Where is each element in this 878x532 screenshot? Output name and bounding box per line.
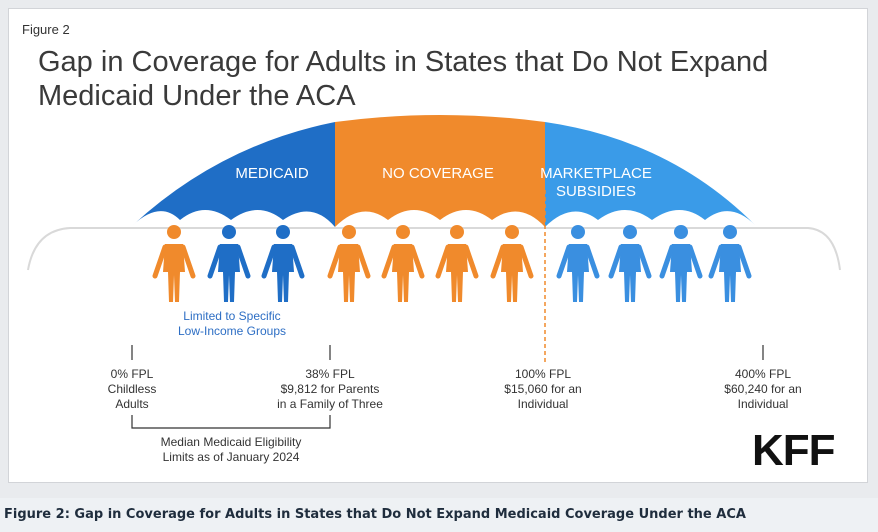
person-icon (608, 225, 652, 302)
medicaid-segment (133, 122, 335, 227)
person-icon (708, 225, 752, 302)
person-icon (435, 225, 479, 302)
no-coverage-segment (335, 115, 545, 227)
figure-title: Gap in Coverage for Adults in States tha… (38, 45, 838, 113)
median-eligibility-bracket (131, 415, 331, 429)
people-row (152, 225, 752, 302)
person-icon (659, 225, 703, 302)
person-icon (207, 225, 251, 302)
tick-38-line-2: $9,812 for Parents (281, 382, 380, 396)
tick-100-line-2: $15,060 for an (504, 382, 581, 396)
tick-400-line-3: Individual (738, 397, 789, 411)
person-icon (490, 225, 534, 302)
no-coverage-label: NO COVERAGE (382, 165, 494, 182)
marketplace-segment (545, 122, 755, 227)
bracket-label-line-2: Limits as of January 2024 (163, 450, 300, 464)
person-icon (327, 225, 371, 302)
tick-100-line-1: 100% FPL (515, 367, 571, 381)
title-line-2: Medicaid Under the ACA (38, 80, 356, 112)
title-line-1: Gap in Coverage for Adults in States tha… (38, 46, 769, 78)
medicaid-label: MEDICAID (235, 165, 309, 182)
tick-0-line-1: 0% FPL (111, 367, 154, 381)
marketplace-label-line-2: SUBSIDIES (556, 183, 636, 200)
figure-caption: Figure 2: Gap in Coverage for Adults in … (4, 507, 746, 522)
limited-note-line-2: Low-Income Groups (178, 324, 286, 338)
tick-38-line-1: 38% FPL (305, 367, 355, 381)
bracket-label-line-1: Median Medicaid Eligibility (161, 435, 302, 449)
kff-logo: KFF (752, 426, 835, 475)
tick-0-line-3: Adults (115, 397, 148, 411)
tick-0-line-2: Childless (108, 382, 157, 396)
tick-400-line-2: $60,240 for an (724, 382, 801, 396)
tick-400-line-1: 400% FPL (735, 367, 791, 381)
person-icon (381, 225, 425, 302)
fpl-ticks (131, 345, 764, 360)
ground-arc (27, 227, 841, 271)
coverage-gap-diagram: MEDICAID NO COVERAGE MARKETPLACE SUBSIDI… (27, 115, 841, 475)
figure-label: Figure 2 (22, 22, 70, 37)
limited-note-line-1: Limited to Specific (183, 309, 280, 323)
person-icon (261, 225, 305, 302)
person-icon (152, 225, 196, 302)
person-icon (556, 225, 600, 302)
tick-38-line-3: in a Family of Three (277, 397, 383, 411)
tick-100-line-3: Individual (518, 397, 569, 411)
marketplace-label-line-1: MARKETPLACE (540, 165, 652, 182)
caption-bar: Figure 2: Gap in Coverage for Adults in … (0, 498, 878, 532)
